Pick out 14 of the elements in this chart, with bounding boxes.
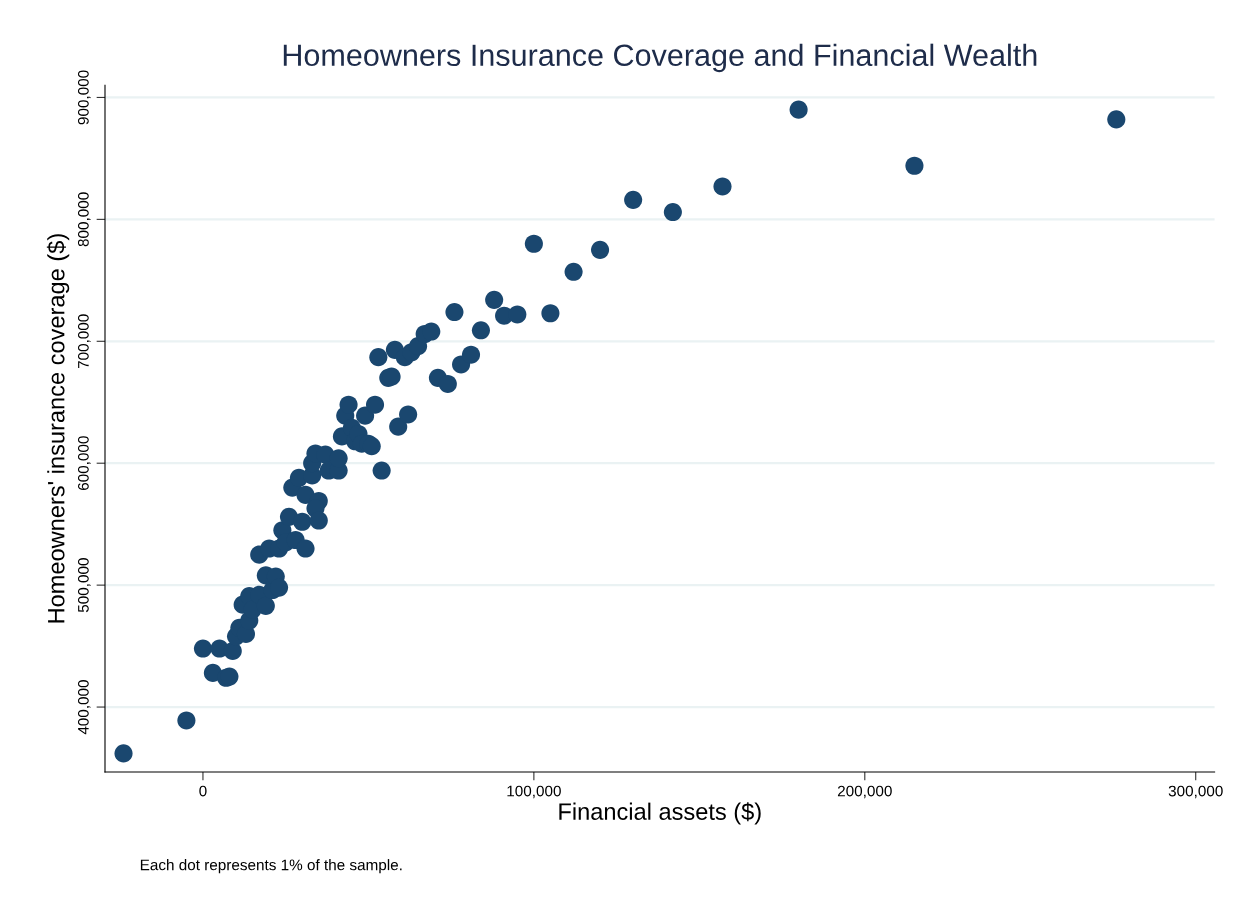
chart-title: Homeowners Insurance Coverage and Financial Wealth <box>283 43 1037 73</box>
x-tick-label: 0 <box>199 785 207 797</box>
y-tick-label: 900,000 <box>77 70 91 125</box>
x-tick-label: 300,000 <box>1168 785 1223 799</box>
y-axis-title: Homeowners' insurance coverage ($) <box>46 234 70 623</box>
y-tick-label: 800,000 <box>77 192 91 247</box>
y-tick-label: 600,000 <box>77 436 91 491</box>
y-tick-label: 400,000 <box>77 680 91 735</box>
x-tick-label: 100,000 <box>507 785 561 799</box>
x-axis-title: Financial assets ($) <box>559 802 761 825</box>
y-tick-label: 700,000 <box>77 314 91 369</box>
x-tick-label: 200,000 <box>837 785 892 799</box>
text: Each dot represents 1% of the sample. <box>140 859 402 874</box>
y-tick-label: 500,000 <box>77 558 91 613</box>
